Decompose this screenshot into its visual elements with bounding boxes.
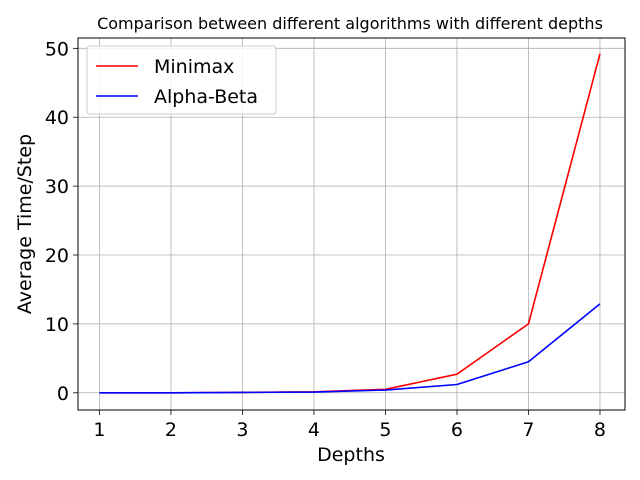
x-tick-label: 6 — [451, 419, 463, 441]
y-tick-label: 50 — [45, 38, 69, 60]
x-axis-label: Depths — [317, 444, 385, 466]
x-tick-label: 3 — [236, 419, 248, 441]
x-tick-label: 5 — [379, 419, 391, 441]
x-tick-label: 4 — [308, 419, 320, 441]
legend: Minimax Alpha-Beta — [86, 45, 277, 115]
series-line-alpha-beta — [99, 303, 601, 394]
x-tick-label: 2 — [165, 419, 177, 441]
y-tick-label: 30 — [45, 176, 69, 198]
plot-area-frame — [77, 37, 626, 411]
legend-label-alpha-beta: Alpha-Beta — [154, 86, 258, 108]
y-tick-label: 0 — [57, 383, 69, 405]
chart-title: Comparison between different algorithms … — [97, 14, 603, 33]
series-lines — [99, 53, 601, 394]
y-tick-label: 10 — [45, 314, 69, 336]
x-tick-label: 8 — [594, 419, 606, 441]
x-tick-label: 1 — [93, 419, 105, 441]
y-tick-label: 40 — [45, 107, 69, 129]
legend-label-minimax: Minimax — [154, 56, 234, 78]
axis-ticks: 1 2 3 4 5 6 7 8 0 10 20 30 40 50 — [45, 38, 606, 441]
legend-box — [86, 45, 277, 115]
y-axis-label: Average Time/Step — [14, 134, 36, 314]
x-tick-label: 7 — [522, 419, 534, 441]
y-tick-label: 20 — [45, 245, 69, 267]
